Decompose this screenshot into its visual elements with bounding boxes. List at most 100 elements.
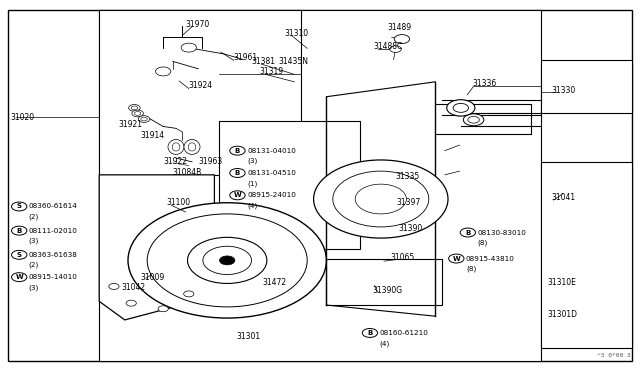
Text: 31301D: 31301D — [547, 310, 577, 319]
Circle shape — [394, 35, 410, 44]
Text: (2): (2) — [29, 214, 39, 220]
Text: 08160-61210: 08160-61210 — [380, 330, 428, 336]
Circle shape — [126, 300, 136, 306]
Text: 31397: 31397 — [397, 198, 421, 207]
Circle shape — [129, 105, 140, 111]
Text: 08130-83010: 08130-83010 — [477, 230, 526, 235]
Text: 31310E: 31310E — [547, 278, 576, 287]
Circle shape — [203, 246, 252, 275]
Text: 31390: 31390 — [398, 224, 422, 233]
Circle shape — [460, 228, 476, 237]
Circle shape — [128, 203, 326, 318]
Text: 31922: 31922 — [163, 157, 187, 166]
Text: W: W — [15, 274, 23, 280]
FancyBboxPatch shape — [99, 10, 301, 175]
Text: 31319: 31319 — [260, 67, 284, 76]
Text: 31921: 31921 — [118, 120, 143, 129]
Circle shape — [188, 237, 267, 283]
Text: 31488C: 31488C — [373, 42, 403, 51]
Circle shape — [453, 103, 468, 112]
Text: 31065: 31065 — [390, 253, 415, 262]
Text: 31020: 31020 — [10, 113, 35, 122]
Circle shape — [333, 171, 429, 227]
Text: B: B — [235, 148, 240, 154]
Text: 08915-43810: 08915-43810 — [466, 256, 515, 262]
Text: (4): (4) — [380, 340, 390, 347]
Circle shape — [230, 191, 245, 200]
Text: (4): (4) — [247, 202, 257, 209]
Circle shape — [449, 254, 464, 263]
Text: W: W — [234, 192, 241, 198]
Text: B: B — [367, 330, 372, 336]
Text: ^3 0*00 3: ^3 0*00 3 — [596, 353, 630, 358]
Circle shape — [131, 106, 138, 110]
Text: 08915-14010: 08915-14010 — [29, 274, 77, 280]
Text: 31335: 31335 — [396, 172, 420, 181]
Circle shape — [134, 112, 141, 115]
Circle shape — [132, 110, 143, 117]
Circle shape — [12, 273, 27, 282]
Text: 31336: 31336 — [472, 79, 497, 88]
Circle shape — [468, 116, 479, 123]
Circle shape — [362, 328, 378, 337]
Circle shape — [12, 226, 27, 235]
Text: (3): (3) — [29, 238, 39, 244]
Circle shape — [463, 114, 484, 126]
Text: 31961: 31961 — [234, 53, 258, 62]
Text: 31963: 31963 — [198, 157, 223, 166]
Circle shape — [156, 67, 171, 76]
Text: 31472: 31472 — [262, 278, 287, 287]
Text: 31390G: 31390G — [372, 286, 403, 295]
Text: 08363-61638: 08363-61638 — [29, 252, 77, 258]
Circle shape — [390, 46, 401, 52]
Text: (8): (8) — [477, 240, 488, 246]
Circle shape — [12, 202, 27, 211]
FancyBboxPatch shape — [8, 10, 632, 361]
Text: 31042: 31042 — [122, 283, 146, 292]
Circle shape — [314, 160, 448, 238]
FancyBboxPatch shape — [326, 259, 442, 305]
Circle shape — [12, 250, 27, 259]
FancyBboxPatch shape — [219, 121, 360, 249]
Text: (3): (3) — [247, 158, 257, 164]
Ellipse shape — [168, 140, 184, 154]
FancyBboxPatch shape — [541, 162, 632, 348]
Circle shape — [147, 214, 307, 307]
Text: 31100: 31100 — [166, 198, 191, 207]
Text: 31009: 31009 — [141, 273, 165, 282]
Circle shape — [230, 169, 245, 177]
Text: (1): (1) — [247, 180, 257, 187]
Text: 31489: 31489 — [387, 23, 412, 32]
Text: S: S — [17, 252, 22, 258]
Text: 08111-02010: 08111-02010 — [29, 228, 77, 234]
Ellipse shape — [184, 140, 200, 154]
FancyBboxPatch shape — [541, 60, 632, 113]
Text: 31301: 31301 — [237, 332, 261, 341]
Text: 31310: 31310 — [285, 29, 309, 38]
Text: 31924: 31924 — [189, 81, 213, 90]
Text: 31970: 31970 — [186, 20, 210, 29]
Text: 08360-61614: 08360-61614 — [29, 203, 77, 209]
Text: 08131-04010: 08131-04010 — [247, 148, 296, 154]
Circle shape — [158, 306, 168, 312]
FancyBboxPatch shape — [99, 10, 541, 361]
Circle shape — [230, 146, 245, 155]
Text: 31330: 31330 — [552, 86, 576, 94]
Polygon shape — [99, 175, 214, 320]
Text: 31914: 31914 — [141, 131, 165, 140]
Text: S: S — [17, 203, 22, 209]
Text: 08131-04510: 08131-04510 — [247, 170, 296, 176]
Circle shape — [109, 283, 119, 289]
Ellipse shape — [172, 143, 180, 151]
Text: (3): (3) — [29, 284, 39, 291]
Text: 31041: 31041 — [552, 193, 576, 202]
Text: B: B — [465, 230, 470, 235]
Circle shape — [355, 184, 406, 214]
Text: 08915-24010: 08915-24010 — [247, 192, 296, 198]
Circle shape — [141, 117, 147, 121]
Circle shape — [184, 291, 194, 297]
Text: 31381: 31381 — [252, 57, 275, 66]
Ellipse shape — [188, 143, 196, 151]
Text: (2): (2) — [29, 262, 39, 269]
Circle shape — [138, 116, 150, 122]
